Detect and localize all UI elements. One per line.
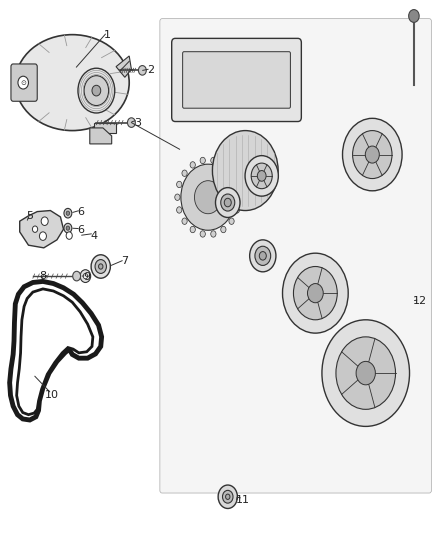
Circle shape (258, 171, 266, 181)
Text: 4: 4 (91, 231, 98, 240)
Circle shape (91, 255, 110, 278)
Circle shape (250, 240, 276, 272)
Text: 2: 2 (148, 66, 155, 75)
Polygon shape (94, 123, 116, 133)
Text: 9: 9 (83, 272, 90, 282)
Text: 1: 1 (104, 30, 111, 39)
Circle shape (234, 207, 240, 213)
Circle shape (127, 118, 135, 127)
Text: 6: 6 (78, 225, 85, 235)
Circle shape (255, 246, 271, 265)
Circle shape (307, 284, 323, 303)
Circle shape (212, 131, 278, 211)
Circle shape (194, 181, 222, 214)
Circle shape (182, 170, 187, 176)
Circle shape (336, 337, 396, 409)
Text: 8: 8 (39, 271, 46, 281)
Polygon shape (20, 211, 64, 248)
Circle shape (181, 164, 235, 230)
Circle shape (221, 161, 226, 168)
Circle shape (293, 266, 337, 320)
Circle shape (175, 194, 180, 200)
Circle shape (223, 490, 233, 503)
Text: 5: 5 (26, 211, 33, 221)
Circle shape (80, 270, 91, 282)
Circle shape (190, 227, 195, 233)
Circle shape (245, 156, 279, 196)
Circle shape (236, 194, 241, 200)
FancyBboxPatch shape (172, 38, 301, 122)
Circle shape (211, 157, 216, 164)
Circle shape (99, 264, 103, 269)
Circle shape (353, 131, 392, 179)
Circle shape (409, 10, 419, 22)
Text: 10: 10 (45, 391, 59, 400)
Circle shape (64, 208, 72, 218)
Circle shape (200, 231, 205, 237)
Circle shape (32, 226, 38, 232)
Circle shape (66, 232, 72, 239)
FancyBboxPatch shape (183, 52, 290, 108)
Circle shape (73, 271, 81, 281)
Circle shape (200, 157, 205, 164)
Circle shape (78, 68, 115, 113)
Text: 3: 3 (134, 118, 141, 127)
Text: 6: 6 (78, 207, 85, 216)
Circle shape (322, 320, 410, 426)
Circle shape (64, 223, 72, 233)
Circle shape (39, 232, 46, 240)
Text: 7: 7 (121, 256, 128, 266)
FancyBboxPatch shape (11, 64, 37, 101)
Circle shape (66, 226, 70, 230)
Circle shape (365, 146, 379, 163)
Text: 12: 12 (413, 296, 427, 306)
Circle shape (211, 231, 216, 237)
Circle shape (251, 163, 272, 189)
Polygon shape (90, 128, 112, 144)
Ellipse shape (15, 35, 129, 131)
Circle shape (66, 211, 70, 215)
Circle shape (356, 361, 375, 385)
Circle shape (41, 217, 48, 225)
Circle shape (18, 76, 28, 89)
FancyBboxPatch shape (160, 19, 431, 493)
Circle shape (138, 66, 146, 75)
Polygon shape (116, 56, 131, 77)
Polygon shape (17, 289, 93, 415)
Circle shape (92, 85, 101, 96)
Circle shape (177, 207, 182, 213)
Text: ⊙: ⊙ (20, 79, 26, 86)
Circle shape (221, 227, 226, 233)
Circle shape (95, 260, 106, 273)
Circle shape (177, 181, 182, 188)
Text: 11: 11 (236, 495, 250, 505)
Circle shape (224, 198, 231, 207)
Circle shape (283, 253, 348, 333)
Circle shape (229, 170, 234, 176)
Circle shape (221, 194, 235, 211)
Circle shape (84, 76, 109, 106)
Circle shape (234, 181, 240, 188)
Circle shape (218, 485, 237, 508)
Circle shape (190, 161, 195, 168)
Circle shape (259, 252, 266, 260)
Circle shape (215, 188, 240, 217)
Circle shape (226, 494, 230, 499)
Circle shape (83, 273, 88, 279)
Circle shape (343, 118, 402, 191)
Circle shape (182, 218, 187, 224)
Circle shape (229, 218, 234, 224)
